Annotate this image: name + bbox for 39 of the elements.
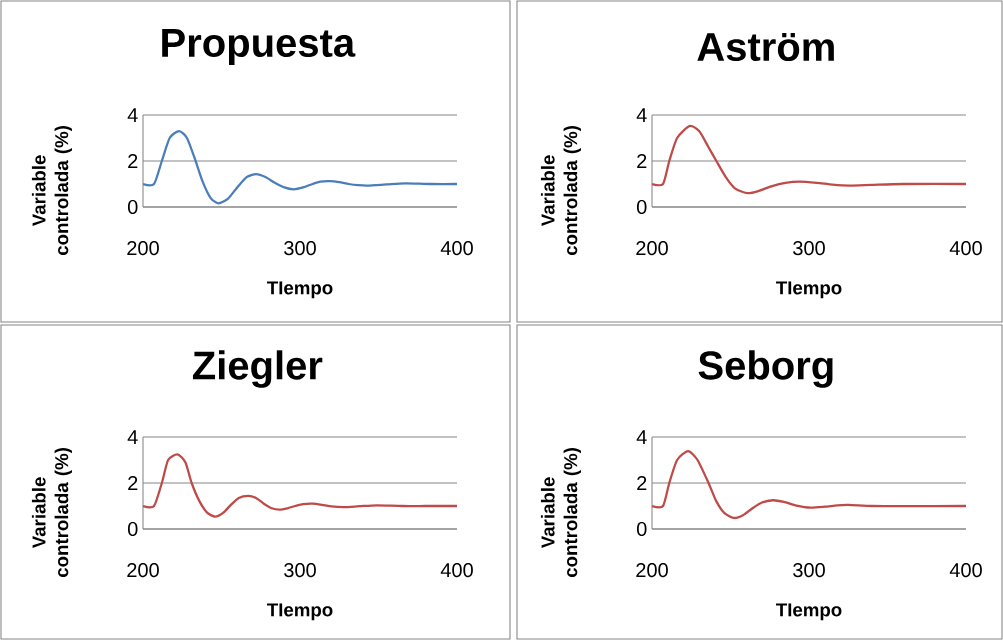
y-tick-label: 2 [128, 154, 138, 168]
y-tick-label: 4 [636, 430, 647, 444]
y-tick-label: 0 [127, 199, 138, 215]
x-axis-title: TIempo [267, 281, 333, 299]
x-axis-title: TIempo [776, 603, 842, 621]
y-tick-label: 2 [637, 476, 647, 490]
x-tick-label: 200 [127, 241, 159, 256]
x-tick-label: 200 [636, 563, 668, 578]
chart-title: Ziegler [192, 350, 323, 388]
line-series [143, 453, 458, 518]
x-tick-label: 400 [949, 241, 982, 256]
y-tick-label: 0 [127, 521, 138, 537]
line-series [652, 124, 967, 195]
x-axis-title: TIempo [776, 281, 842, 299]
y-tick-label: 0 [636, 521, 647, 537]
x-tick-label: 400 [949, 563, 982, 578]
chart-title: Aström [697, 32, 834, 62]
line-series [652, 449, 967, 520]
y-tick-label: 4 [127, 430, 138, 444]
x-tick-label: 200 [636, 241, 668, 256]
y-tick-label: 4 [127, 108, 138, 122]
y-tick-label: 2 [128, 476, 138, 490]
x-tick-label: 300 [284, 563, 316, 578]
chart-title: Seborg [698, 350, 833, 388]
y-axis-title: Variable controlada (%) [540, 126, 581, 256]
y-tick-label: 0 [636, 199, 647, 215]
chart-title: Propuesta [162, 29, 356, 65]
x-tick-label: 300 [793, 563, 825, 578]
x-tick-label: 200 [127, 563, 159, 578]
x-axis-title: TIempo [267, 603, 333, 621]
y-axis-title: Variable controlada (%) [31, 448, 72, 578]
x-tick-label: 300 [284, 241, 316, 256]
x-tick-label: 400 [440, 563, 473, 578]
x-tick-label: 300 [793, 241, 825, 256]
y-tick-label: 2 [637, 154, 647, 168]
x-tick-label: 400 [440, 241, 473, 256]
y-tick-label: 4 [636, 108, 647, 122]
y-axis-title: Variable controlada (%) [31, 126, 72, 256]
y-axis-title: Variable controlada (%) [540, 448, 581, 578]
